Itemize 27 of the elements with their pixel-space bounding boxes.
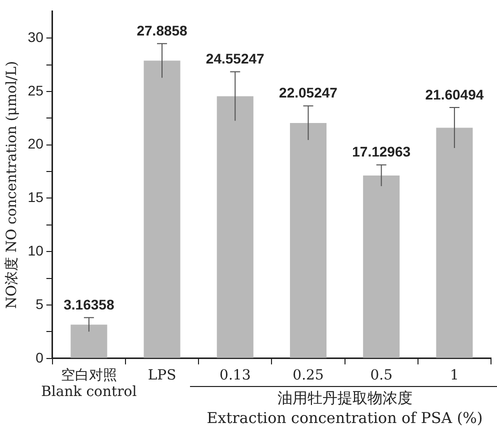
y-tick-label: 0 bbox=[36, 349, 44, 366]
data-label: 17.12963 bbox=[352, 144, 411, 160]
bar bbox=[216, 96, 254, 358]
data-label: 27.8858 bbox=[136, 22, 188, 38]
x-tick-label: 0.25 bbox=[292, 367, 324, 384]
y-tick-label: 15 bbox=[28, 189, 44, 206]
data-label: 22.05247 bbox=[279, 84, 338, 101]
y-tick-label: 5 bbox=[36, 296, 44, 312]
x-tick-label: LPS bbox=[148, 367, 176, 384]
bar bbox=[70, 324, 108, 358]
bar bbox=[144, 60, 180, 358]
data-label: 21.60494 bbox=[425, 86, 484, 102]
bar bbox=[436, 128, 473, 358]
x-tick-label: 0.13 bbox=[220, 367, 251, 384]
y-tick-label: 25 bbox=[28, 82, 44, 98]
x-axis-title: 油用牡丹提取物浓度 Extraction concentration of PSA (%) bbox=[206, 388, 483, 427]
bar bbox=[290, 122, 327, 358]
y-axis-title: NO浓度 NO concentration (μmol/L) bbox=[4, 61, 20, 309]
x-tick-label: 0.5 bbox=[370, 367, 392, 384]
y-tick-label: 10 bbox=[28, 242, 44, 258]
data-label: 24.55247 bbox=[206, 50, 265, 67]
x-tick-label: 空白对照 Blank control bbox=[41, 367, 138, 400]
y-tick-label: 30 bbox=[28, 28, 44, 45]
bar bbox=[363, 176, 400, 358]
y-tick-label: 20 bbox=[28, 136, 44, 152]
data-label: 3.16358 bbox=[64, 296, 114, 313]
x-tick-label: 1 bbox=[450, 367, 459, 384]
